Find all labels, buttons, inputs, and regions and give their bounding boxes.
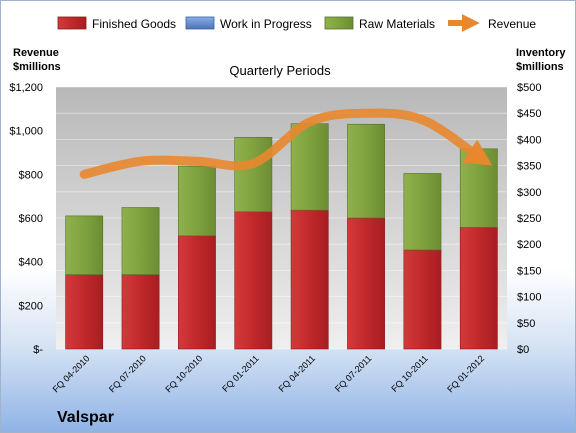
x-axis-tick-label: FQ 04-2010 [51,353,92,394]
bar-finished-goods [459,227,498,350]
x-axis-tick-label: FQ 01-2011 [220,353,261,394]
left-axis-tick-label: $200 [19,300,43,312]
right-axis-tick-label: $100 [517,292,541,304]
x-axis-tick-label: FQ 04-2011 [277,353,318,394]
legend: Finished Goods Work in Progress Raw Mate… [57,14,536,32]
bar-raw-materials [121,207,160,275]
right-axis-tick-label: $350 [517,161,541,173]
right-axis-tick-label: $200 [517,239,541,251]
bar-raw-materials [178,165,216,237]
left-axis-tick-label: $1,200 [9,82,43,94]
right-axis-tick-label: $250 [517,213,541,225]
x-axis-tick-label: FQ 07-2011 [333,353,374,394]
right-axis-tick-label: $400 [517,134,541,146]
left-axis-tick-label: $800 [19,169,43,181]
bar-raw-materials [234,137,273,213]
right-axis-ticks: $0 $50 $100 $150 $200 $250 $300 $350 $400 $450 $50… [517,82,541,356]
right-axis-tick-label: $0 [517,344,529,356]
legend-item-raw-materials: Raw Materials [324,16,435,31]
left-axis-ticks: $- $200 $400 $600 $800 $1,000 $1,200 [9,82,43,356]
right-axis-tick-label: $50 [517,318,535,330]
bar-raw-materials [290,123,329,211]
company-name: Valspar [57,409,114,426]
bar-finished-goods [121,274,160,350]
bar-raw-materials [65,215,104,275]
legend-swatch-work-in-progress [185,16,215,30]
legend-label-work-in-progress: Work in Progress [220,17,312,31]
legend-item-finished-goods: Finished Goods [57,16,176,31]
left-axis-tick-label: $600 [19,213,43,225]
bar-finished-goods [65,274,104,350]
legend-label-revenue: Revenue [488,17,536,31]
bar-finished-goods [290,209,329,350]
bar-raw-materials [403,173,442,251]
legend-item-revenue: Revenue [448,14,536,32]
revenue-line-layer [79,108,493,179]
revenue-line [79,108,493,179]
left-axis-tick-label: $400 [19,257,43,269]
chart-title: Quarterly Periods [229,63,331,78]
right-axis-title-line1: Inventory [516,47,566,59]
x-axis-tick-label: FQ 01-2012 [445,353,486,394]
legend-swatch-finished-goods [57,16,87,30]
bar-finished-goods [403,249,442,350]
legend-item-work-in-progress: Work in Progress [185,16,312,31]
left-axis-tick-label: $1,000 [9,126,43,138]
x-axis-ticks: FQ 04-2010 FQ 07-2010 FQ 10-2010 FQ 01-2011… [51,353,487,394]
x-axis-tick-label: FQ 10-2010 [163,353,204,394]
left-axis-title-line1: Revenue [13,47,59,59]
bar-raw-materials [347,123,385,219]
right-axis-tick-label: $150 [517,265,541,277]
x-axis-tick-label: FQ 07-2010 [107,353,148,394]
bar-finished-goods [234,211,273,350]
legend-label-raw-materials: Raw Materials [359,17,435,31]
left-axis-tick-label: $- [33,344,43,356]
x-axis-tick-label: FQ 10-2011 [389,353,430,394]
right-axis-tick-label: $500 [517,82,541,94]
bar-finished-goods [347,217,385,350]
bars [65,123,498,350]
right-axis-tick-label: $450 [517,108,541,120]
legend-swatch-raw-materials [324,16,354,30]
legend-label-finished-goods: Finished Goods [92,17,176,31]
bar-finished-goods [178,235,216,350]
left-axis-title-line2: $millions [13,61,61,73]
right-axis-tick-label: $300 [517,187,541,199]
right-axis-title-line2: $millions [516,61,564,73]
